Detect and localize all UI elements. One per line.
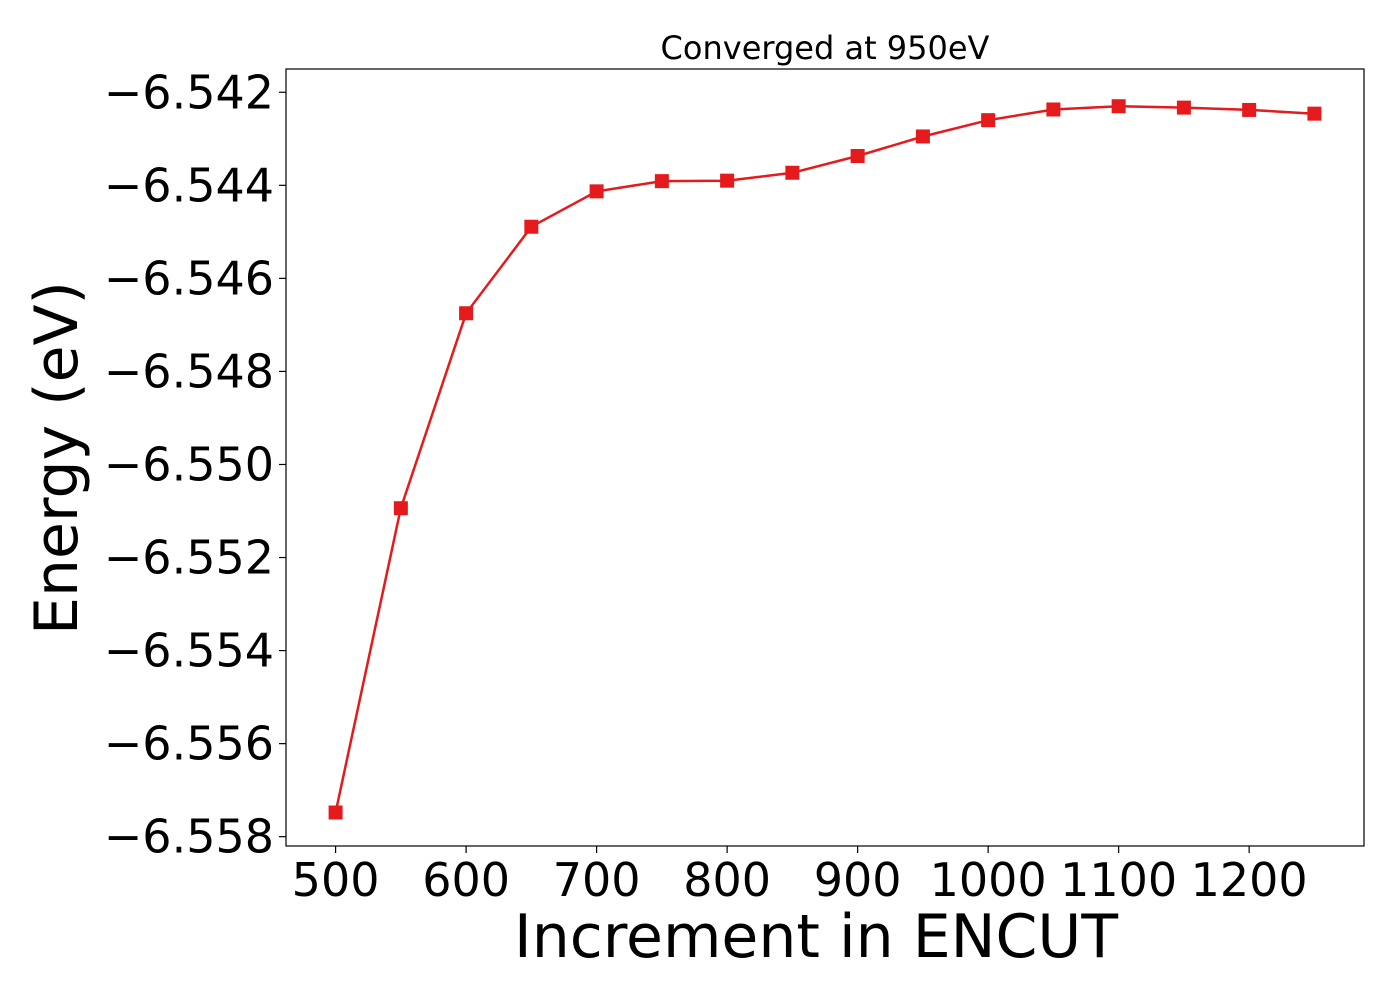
x-tick-label: 900 xyxy=(814,853,902,907)
plot-area-frame xyxy=(285,68,1365,847)
data-point xyxy=(850,149,865,164)
data-point xyxy=(1176,100,1191,115)
y-tick-label: −6.556 xyxy=(104,717,274,771)
y-tick-label: −6.542 xyxy=(104,65,274,119)
y-tick-label: −6.548 xyxy=(104,344,274,398)
x-tick-label: 800 xyxy=(683,853,771,907)
data-point xyxy=(1111,99,1126,114)
y-axis: −6.542 −6.544 −6.546 −6.548 −6.550 −6.552 −6.5… xyxy=(104,65,286,864)
data-point xyxy=(915,129,930,144)
data-point xyxy=(1046,102,1061,117)
data-point xyxy=(393,501,408,516)
y-tick-label: −6.546 xyxy=(104,251,274,305)
chart-title: Converged at 950eV xyxy=(661,29,990,67)
series-line xyxy=(334,104,1315,813)
x-axis-label: Increment in ENCUT xyxy=(514,902,1118,972)
y-tick-label: −6.550 xyxy=(104,437,274,491)
data-point xyxy=(785,165,800,180)
y-tick-label: −6.554 xyxy=(104,624,274,678)
data-point xyxy=(654,174,669,189)
x-tick-label: 1000 xyxy=(930,853,1047,907)
x-tick-label: 1200 xyxy=(1191,853,1308,907)
x-axis: 500 600 700 800 900 1000 1100 1200 xyxy=(292,846,1308,907)
y-tick-label: −6.552 xyxy=(104,531,274,585)
data-point xyxy=(459,306,474,321)
x-tick-label: 1100 xyxy=(1060,853,1177,907)
data-point xyxy=(1307,106,1322,121)
x-tick-label: 700 xyxy=(553,853,641,907)
series-layer xyxy=(328,99,1322,820)
y-axis-label: Energy (eV) xyxy=(22,281,92,635)
data-point xyxy=(524,219,539,234)
x-tick-label: 500 xyxy=(292,853,380,907)
data-point xyxy=(328,805,343,820)
x-tick-label: 600 xyxy=(422,853,510,907)
data-point xyxy=(981,113,996,128)
y-tick-label: −6.544 xyxy=(104,158,274,212)
data-point xyxy=(1242,102,1257,117)
data-point xyxy=(720,173,735,188)
y-tick-label: −6.558 xyxy=(104,810,274,864)
data-point xyxy=(589,184,604,199)
